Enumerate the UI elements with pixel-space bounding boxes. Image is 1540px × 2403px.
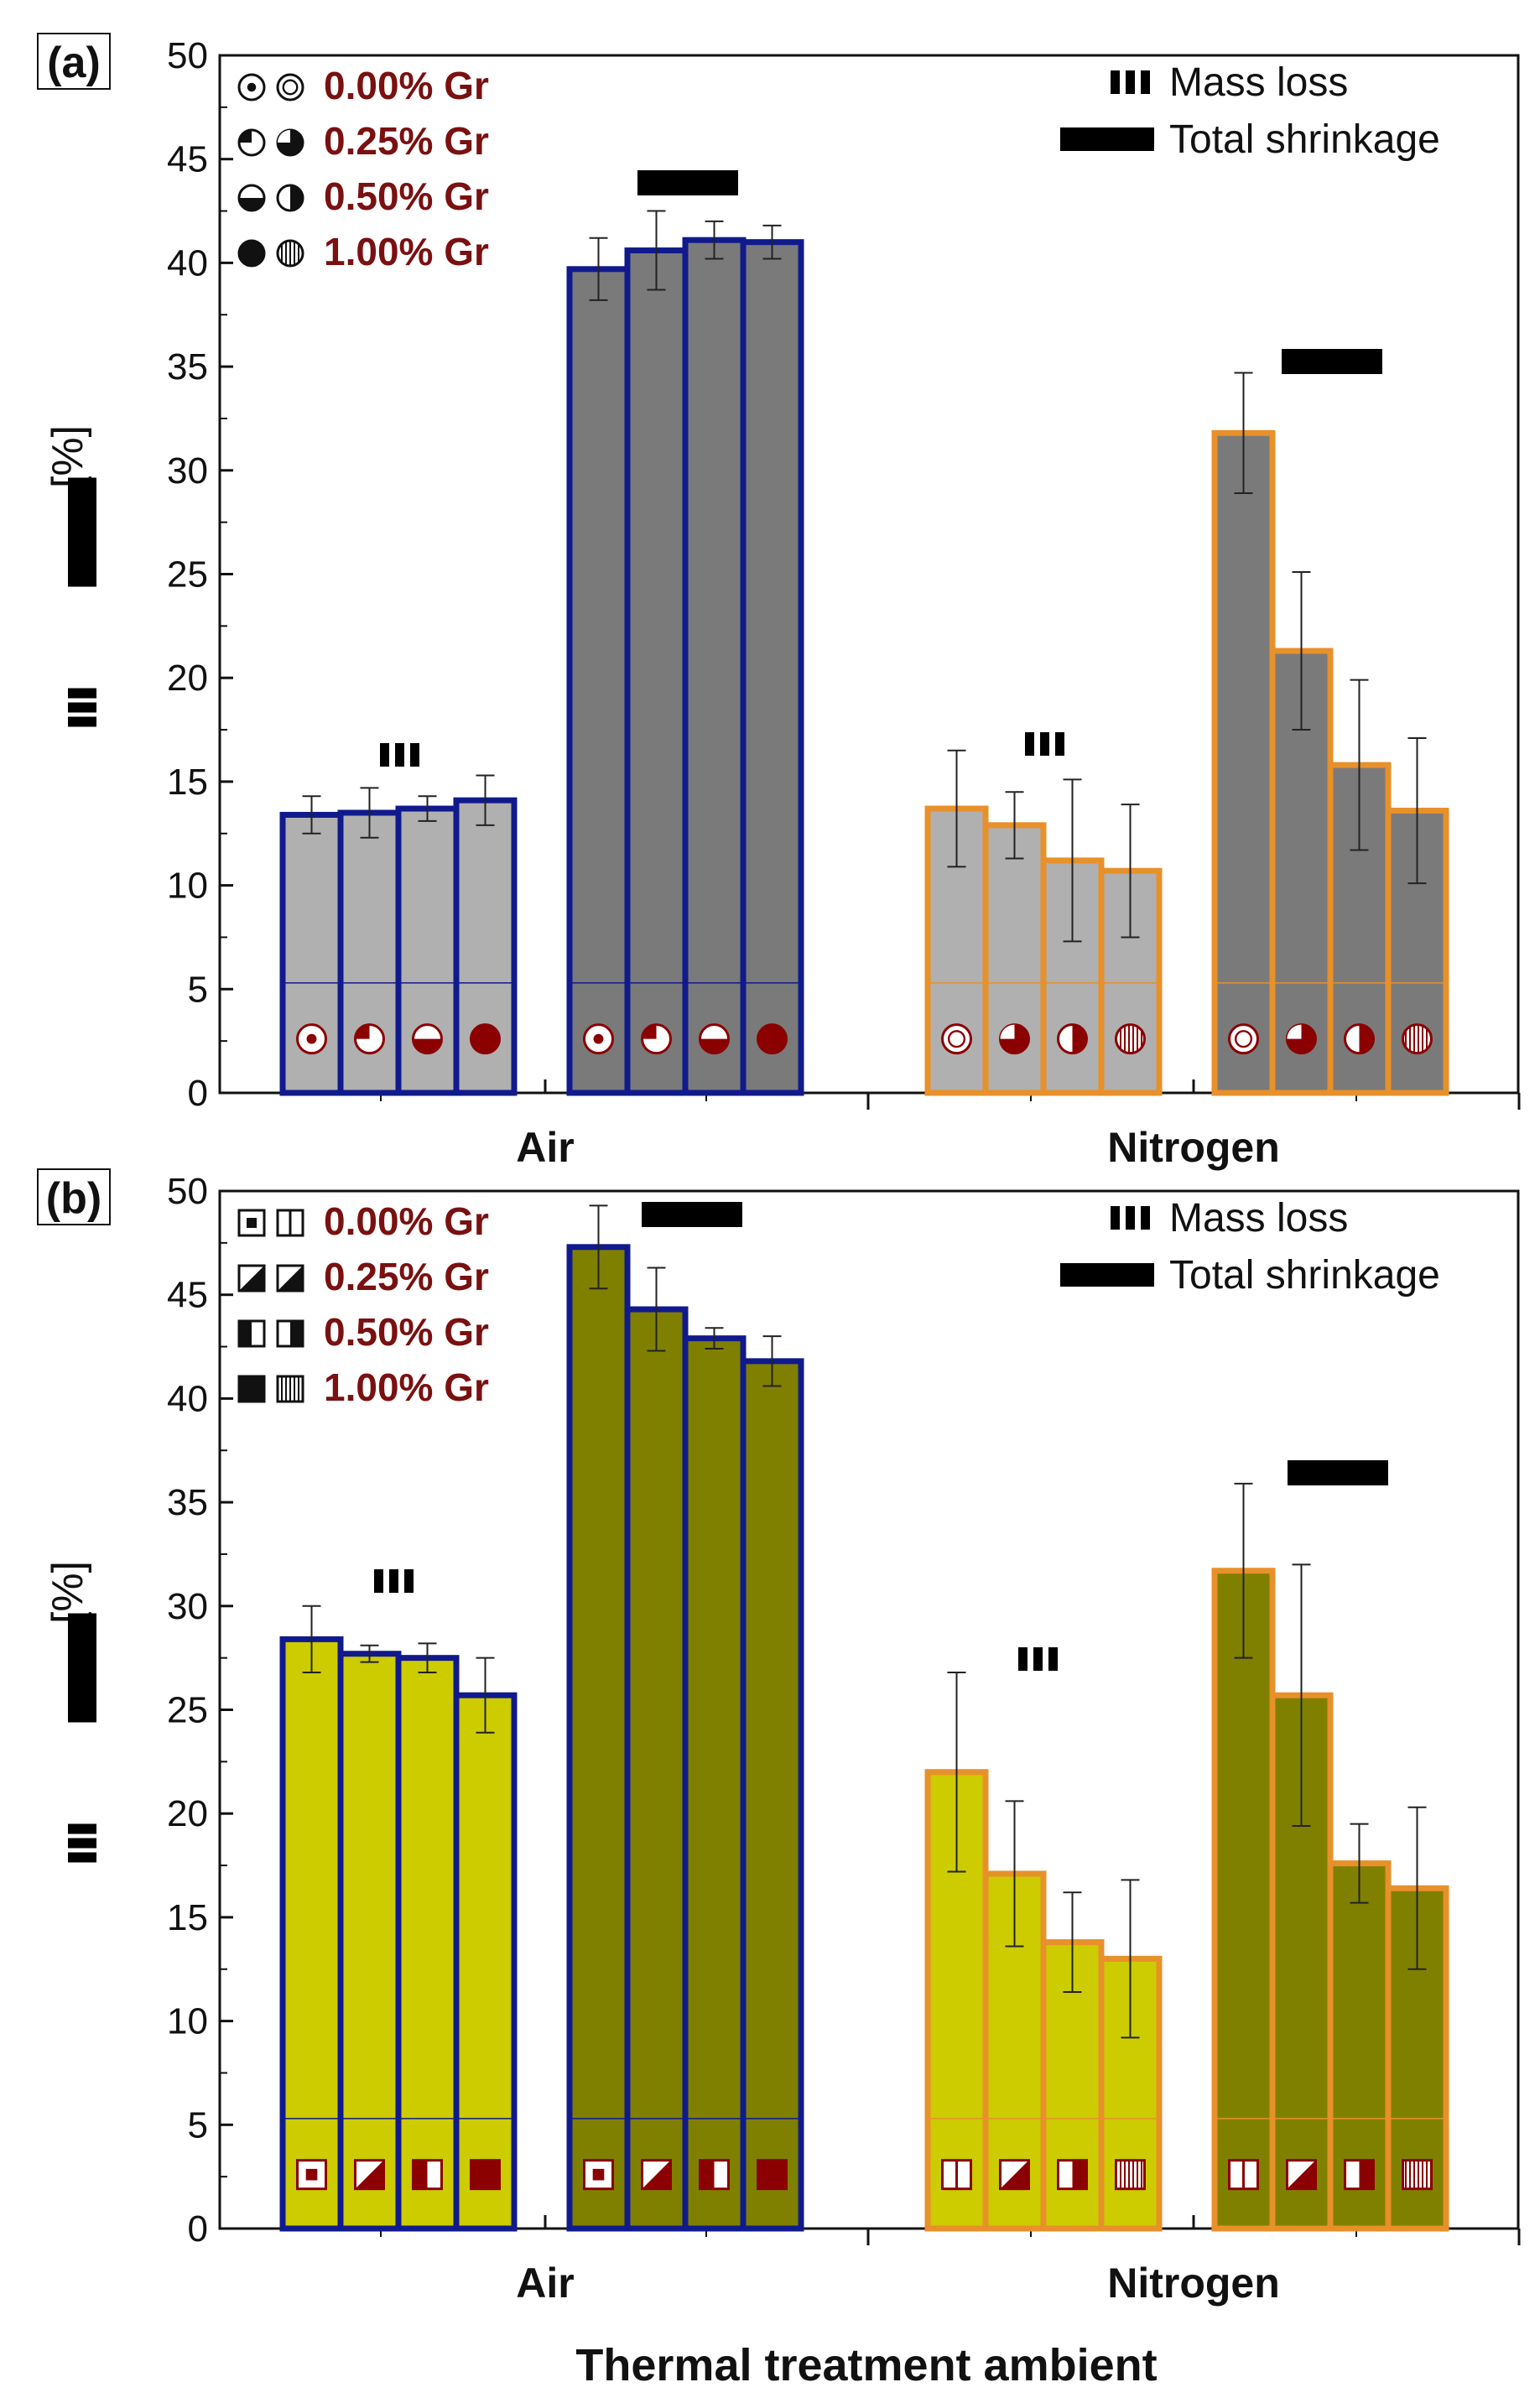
- y-tick-label: 45: [167, 1275, 208, 1316]
- y-tick-label: 5: [188, 969, 208, 1010]
- bar: [337, 1651, 402, 2232]
- bar-group: [566, 1204, 804, 2232]
- legend-material-entry: 0.25% Gr: [237, 1255, 489, 1298]
- legend-material-entry: 0.00% Gr: [237, 64, 489, 107]
- y-tick-label: 45: [167, 139, 208, 180]
- bar: [453, 1692, 518, 2232]
- legend-material-label: 0.50% Gr: [324, 1310, 489, 1354]
- bar: [740, 1358, 804, 2232]
- y-tick-label: 25: [167, 554, 208, 596]
- y-tick-label: 0: [188, 2208, 208, 2250]
- bar: [566, 1244, 631, 2232]
- y-label-mass-icon: [68, 688, 96, 727]
- shrinkage-marker: [637, 170, 738, 195]
- legend-shrinkage-icon: [1060, 127, 1154, 151]
- legend-series: Mass loss Total shrinkage: [1060, 1196, 1440, 1298]
- x-axis-title: Thermal treatment ambient: [575, 2340, 1157, 2390]
- y-tick-label: 50: [167, 35, 208, 76]
- y-tick-label: 25: [167, 1690, 208, 1731]
- bar: [624, 247, 689, 1096]
- chart-panel-a: 0 5 10 15 20 25 30 35 40 45 50 Air Nitrogen (a) [%] 0.0…: [37, 33, 1521, 1171]
- y-tick-label: 35: [167, 1482, 208, 1523]
- shrinkage-marker: [1288, 1460, 1388, 1485]
- bar: [1211, 429, 1276, 1096]
- y-tick-label: 40: [167, 242, 208, 283]
- y-label-mass-icon: [68, 1823, 96, 1863]
- panel-label: (b): [46, 1174, 101, 1223]
- bar-group: [924, 749, 1163, 1096]
- shrinkage-marker: [1282, 349, 1382, 374]
- bar-group: [1211, 1482, 1449, 2232]
- bar-group: [279, 774, 518, 1096]
- y-tick-label: 0: [188, 1073, 208, 1114]
- bar: [682, 1335, 747, 2232]
- panel-label: (a): [47, 39, 101, 87]
- y-tick-label: 20: [167, 1793, 208, 1834]
- bar: [624, 1306, 689, 2232]
- y-tick-label: 40: [167, 1378, 208, 1419]
- legend-series-label: Mass loss: [1169, 60, 1348, 105]
- legend-material-label: 0.50% Gr: [324, 174, 489, 218]
- bar: [279, 1636, 344, 2232]
- y-tick-label: 15: [167, 762, 208, 803]
- y-tick-label: 15: [167, 1897, 208, 1938]
- panel-label-box: [37, 33, 111, 90]
- legend-material-entry: 1.00% Gr: [237, 230, 489, 273]
- chart-panel-b: 0 5 10 15 20 25 30 35 40 45 50 Air Nitrogen (b) [%] 0.0…: [37, 1168, 1521, 2307]
- y-tick-label: 10: [167, 866, 208, 907]
- legend-material-label: 0.25% Gr: [324, 1255, 489, 1298]
- legend-series-label: Total shrinkage: [1169, 1253, 1440, 1298]
- y-label-shrinkage-icon: [68, 1613, 96, 1723]
- bar-group: [279, 1605, 518, 2232]
- legend-material-label: 0.00% Gr: [324, 64, 489, 107]
- x-category-label: Nitrogen: [1107, 1124, 1280, 1171]
- panel-label-box: [37, 1168, 111, 1225]
- bar: [566, 266, 631, 1096]
- legend-material-label: 1.00% Gr: [324, 230, 489, 273]
- y-tick-label: 30: [167, 1586, 208, 1627]
- x-category-label: Air: [516, 1124, 574, 1171]
- y-tick-label: 20: [167, 658, 208, 699]
- legend-series: Mass loss Total shrinkage: [1060, 60, 1440, 162]
- y-axis-label: [%]: [44, 425, 96, 727]
- bar-group: [566, 210, 804, 1096]
- y-tick-label: 35: [167, 346, 208, 387]
- legend-material-entry: 0.00% Gr: [237, 1199, 489, 1243]
- bar: [740, 239, 804, 1096]
- bar: [1211, 1568, 1276, 2232]
- legend-material-label: 1.00% Gr: [324, 1365, 489, 1409]
- y-label-shrinkage-icon: [68, 477, 96, 587]
- legend-material-entry: 1.00% Gr: [237, 1365, 489, 1409]
- bar-group: [924, 1671, 1163, 2232]
- legend-material-label: 0.00% Gr: [324, 1199, 489, 1243]
- shrinkage-marker: [642, 1202, 742, 1227]
- bar: [682, 237, 747, 1096]
- legend-series-label: Total shrinkage: [1169, 117, 1440, 162]
- legend-material-entry: 0.50% Gr: [237, 1310, 489, 1354]
- bar-group: [1211, 372, 1449, 1096]
- legend-shrinkage-icon: [1060, 1263, 1154, 1287]
- y-tick-label: 10: [167, 2001, 208, 2042]
- x-category-label: Air: [516, 2260, 574, 2307]
- legend-material-entry: 0.25% Gr: [237, 119, 489, 163]
- y-tick-label: 30: [167, 450, 208, 492]
- legend-material-entry: 0.50% Gr: [237, 174, 489, 218]
- y-axis-label: [%]: [44, 1561, 96, 1863]
- bar: [395, 1655, 460, 2232]
- y-tick-label: 5: [188, 2104, 208, 2146]
- legend-series-label: Mass loss: [1169, 1196, 1348, 1241]
- y-tick-label: 50: [167, 1171, 208, 1212]
- legend-material-label: 0.25% Gr: [324, 119, 489, 163]
- x-category-label: Nitrogen: [1107, 2260, 1280, 2307]
